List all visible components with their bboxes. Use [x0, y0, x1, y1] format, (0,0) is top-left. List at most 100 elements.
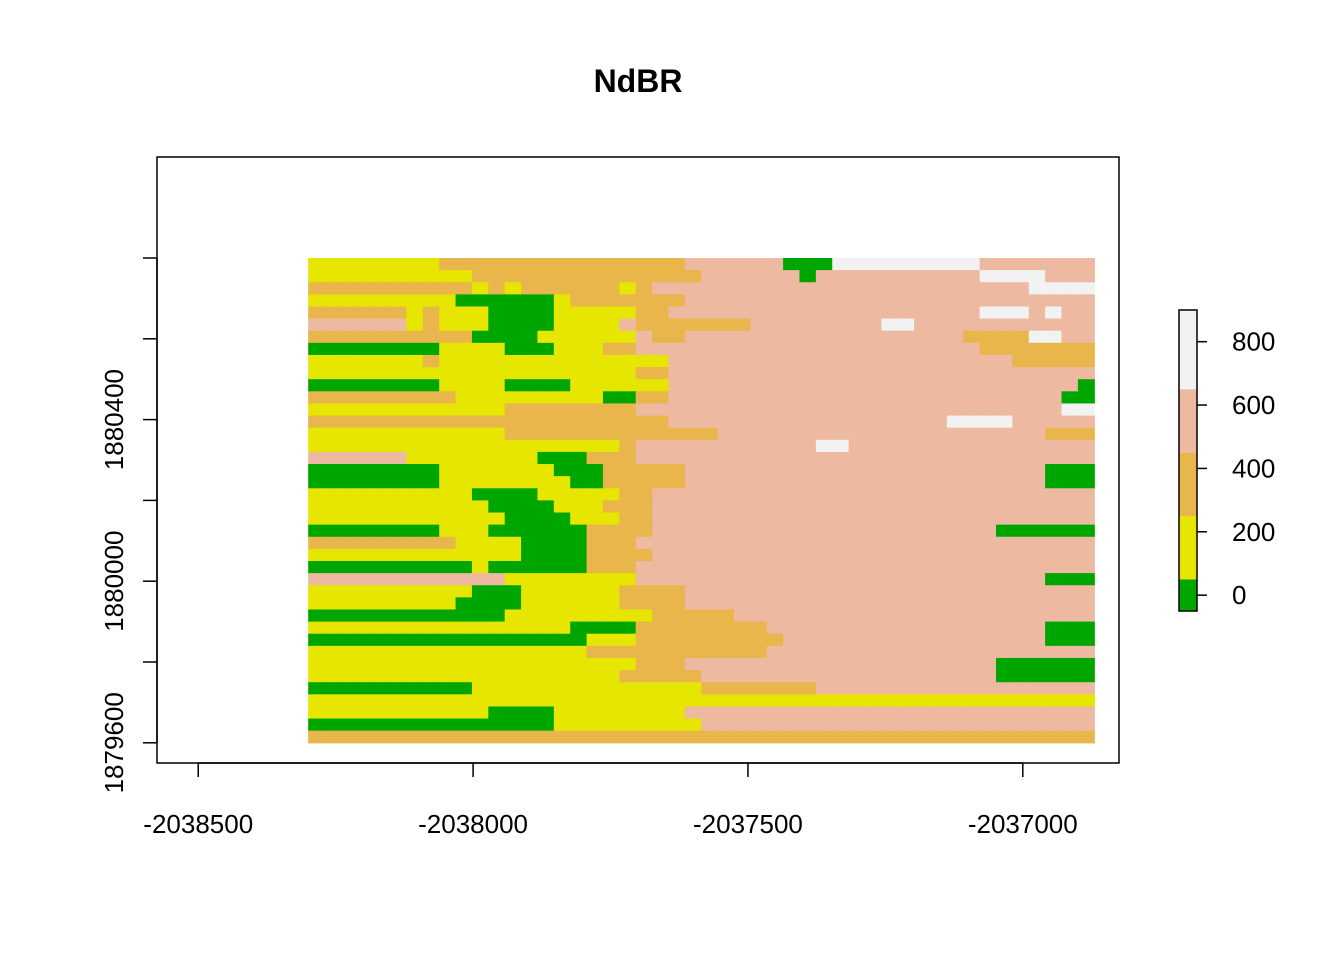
raster-cell	[815, 609, 833, 623]
raster-cell	[652, 258, 670, 271]
raster-cell	[553, 585, 571, 598]
raster-cell	[799, 512, 817, 526]
raster-cell	[406, 294, 424, 308]
raster-cell	[652, 621, 670, 635]
raster-cell	[766, 427, 784, 441]
raster-cell	[848, 379, 866, 392]
raster-cell	[586, 318, 604, 332]
raster-cell	[324, 524, 342, 538]
raster-cell	[979, 597, 997, 611]
raster-cell	[1028, 367, 1046, 380]
raster-cell	[799, 633, 817, 647]
raster-cell	[488, 270, 506, 283]
raster-cell	[406, 670, 424, 683]
raster-cell	[848, 548, 866, 562]
raster-cell	[324, 354, 342, 368]
raster-cell	[733, 609, 751, 623]
raster-cell	[439, 512, 457, 526]
raster-cell	[799, 536, 817, 550]
raster-cell	[553, 270, 571, 283]
raster-cell	[815, 500, 833, 514]
raster-cell	[308, 609, 326, 623]
raster-cell	[586, 476, 604, 489]
raster-cell	[1061, 657, 1079, 671]
raster-cell	[750, 585, 768, 598]
raster-cell	[602, 645, 620, 659]
raster-cell	[373, 512, 391, 526]
raster-cell	[717, 561, 735, 574]
raster-cell	[996, 633, 1013, 647]
raster-cell	[586, 403, 604, 417]
chart-title: NdBR	[594, 63, 683, 99]
raster-cell	[1028, 670, 1046, 683]
raster-cell	[471, 342, 489, 356]
raster-cell	[717, 258, 735, 271]
raster-cell	[357, 379, 375, 392]
raster-cell	[439, 258, 457, 271]
raster-cell	[602, 427, 620, 441]
raster-cell	[553, 645, 571, 659]
raster-cell	[340, 585, 358, 598]
raster-cell	[750, 730, 768, 744]
raster-cell	[897, 342, 915, 356]
raster-cell	[815, 415, 833, 429]
raster-cell	[357, 415, 375, 429]
raster-cell	[373, 500, 391, 514]
raster-cell	[406, 718, 424, 732]
raster-cell	[881, 258, 899, 271]
raster-cell	[963, 439, 981, 453]
legend-frame	[1178, 309, 1198, 612]
raster-cell	[471, 561, 489, 574]
raster-cell	[783, 512, 801, 526]
raster-cell	[881, 451, 899, 465]
raster-cell	[864, 621, 882, 635]
raster-cell	[717, 367, 735, 380]
raster-cell	[504, 476, 522, 489]
raster-cell	[455, 464, 473, 477]
raster-cell	[668, 718, 686, 732]
raster-cell	[553, 282, 571, 295]
raster-cell	[815, 682, 833, 695]
raster-cell	[963, 318, 981, 332]
raster-cell	[553, 500, 571, 514]
raster-cell	[390, 451, 408, 465]
raster-cell	[881, 609, 899, 623]
raster-cell	[832, 306, 850, 320]
raster-cell	[1045, 718, 1063, 732]
raster-cell	[652, 500, 670, 514]
raster-cell	[733, 415, 751, 429]
raster-cell	[832, 694, 850, 708]
raster-cell	[406, 730, 424, 744]
raster-cell	[832, 415, 850, 429]
raster-cell	[373, 464, 391, 477]
raster-cell	[324, 367, 342, 380]
raster-cell	[684, 694, 702, 708]
raster-cell	[733, 573, 751, 586]
raster-cell	[1028, 306, 1046, 320]
raster-cell	[324, 730, 342, 744]
raster-cell	[881, 439, 899, 453]
raster-cell	[717, 439, 735, 453]
raster-cell	[471, 706, 489, 720]
raster-cell	[1077, 633, 1095, 647]
raster-cell	[979, 561, 997, 574]
raster-cell	[1077, 330, 1095, 344]
raster-cell	[979, 706, 997, 720]
raster-cell	[455, 403, 473, 417]
raster-cell	[504, 500, 522, 514]
raster-cell	[488, 294, 506, 308]
raster-cell	[635, 609, 653, 623]
raster-cell	[357, 391, 375, 405]
raster-cell	[471, 282, 489, 295]
raster-cell	[946, 342, 964, 356]
raster-cell	[1045, 657, 1063, 671]
raster-cell	[439, 488, 457, 501]
raster-cell	[750, 294, 768, 308]
raster-cell	[881, 318, 899, 332]
raster-cell	[668, 609, 686, 623]
raster-cell	[1077, 524, 1095, 538]
raster-cell	[996, 318, 1013, 332]
raster-cell	[914, 645, 932, 659]
raster-cell	[832, 682, 850, 695]
raster-cell	[750, 488, 768, 501]
